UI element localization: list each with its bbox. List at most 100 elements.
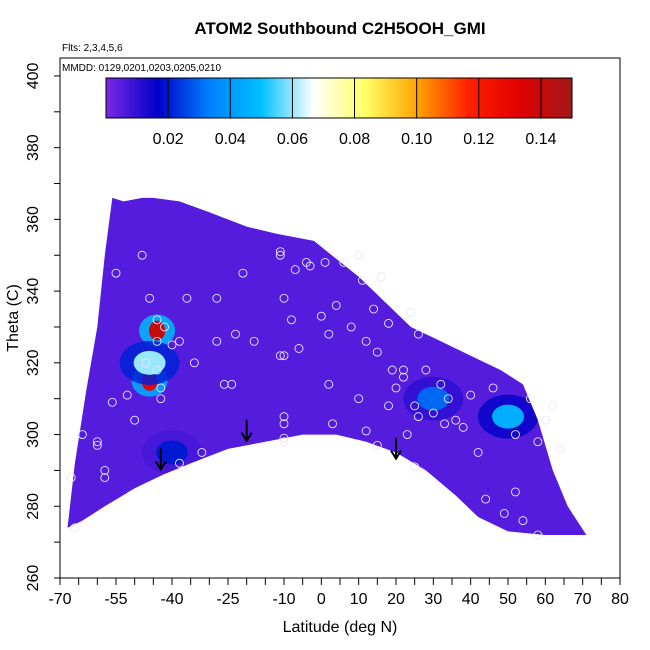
- observation-point: [320, 257, 330, 267]
- x-tick-label: 60: [536, 591, 554, 608]
- observation-point: [473, 448, 483, 457]
- observation-point: [533, 437, 543, 447]
- x-tick-label: 70: [574, 591, 592, 608]
- y-axis-label: Theta (C): [5, 284, 22, 352]
- observation-point: [160, 322, 169, 332]
- y-tick-label: 260: [25, 565, 42, 592]
- observation-point: [189, 358, 199, 368]
- observation-point: [66, 473, 76, 483]
- observation-point: [175, 336, 184, 346]
- observation-point: [294, 344, 304, 353]
- x-tick-label: -70: [48, 591, 71, 608]
- observation-point: [413, 412, 423, 422]
- x-tick-label: 30: [424, 591, 442, 608]
- observation-point: [156, 394, 166, 404]
- y-tick-label: 380: [25, 134, 42, 161]
- x-tick-label: 50: [499, 591, 517, 608]
- observation-point: [279, 437, 289, 447]
- observation-point: [331, 300, 341, 310]
- observation-point: [279, 293, 289, 303]
- y-tick-label: 300: [25, 421, 42, 448]
- field-feature: [492, 404, 524, 429]
- x-tick-label: -25: [216, 591, 239, 608]
- x-axis-label: Latitude (deg N): [283, 619, 398, 636]
- y-axis: 260 280 300 320 340 360 380 400: [25, 62, 60, 591]
- observation-point: [100, 465, 110, 475]
- observation-point: [372, 440, 382, 450]
- observation-point: [346, 322, 356, 332]
- observation-point: [77, 430, 87, 440]
- observation-point: [279, 433, 289, 443]
- observation-point: [361, 336, 371, 346]
- flights-note: Flts: 2,3,4,5,6: [62, 43, 123, 54]
- colorbar: 0.02 0.04 0.06 0.08 0.10 0.12 0.14: [105, 77, 573, 148]
- observation-point: [548, 401, 558, 411]
- observation-point: [275, 351, 285, 361]
- tropopause-arrow: [154, 448, 167, 472]
- observation-point: [145, 293, 155, 303]
- observation-point: [111, 268, 121, 278]
- observation-point: [324, 329, 334, 339]
- y-tick-label: 340: [25, 278, 42, 305]
- x-tick-label: 20: [387, 591, 405, 608]
- observation-point: [391, 383, 401, 393]
- observation-point: [402, 430, 412, 440]
- observation-point: [384, 318, 393, 328]
- colorbar-tick-label: 0.08: [339, 131, 370, 148]
- observation-point: [175, 458, 184, 468]
- observation-point: [399, 372, 408, 382]
- observation-point: [279, 351, 289, 361]
- y-tick-label: 400: [25, 62, 42, 89]
- observation-point: [354, 250, 364, 260]
- observation-point: [156, 383, 166, 393]
- observation-point: [361, 426, 371, 436]
- observation-point: [518, 516, 528, 526]
- observation-points: [66, 247, 565, 540]
- observation-point: [107, 397, 117, 407]
- colorbar-tick-label: 0.12: [463, 131, 494, 148]
- observation-point: [137, 250, 147, 260]
- x-axis: -70 -55 -40 -25 -10 0 10 20 30 40 50 60 70 80: [48, 578, 629, 608]
- colorbar-tick-label: 0.04: [215, 131, 246, 148]
- x-tick-label: 40: [462, 591, 480, 608]
- observation-point: [384, 401, 393, 411]
- observation-point: [354, 394, 364, 404]
- dates-note: MMDD: 0129,0201,0203,0205,0210: [62, 63, 221, 74]
- observation-point: [488, 383, 498, 393]
- x-tick-label: 80: [611, 591, 629, 608]
- tropopause-arrow: [240, 419, 253, 443]
- x-tick-label: 0: [317, 591, 326, 608]
- observation-point: [324, 379, 334, 389]
- observation-point: [369, 304, 379, 314]
- observation-point: [481, 494, 491, 504]
- observation-point: [279, 419, 289, 429]
- observation-point: [212, 336, 222, 346]
- observation-point: [339, 257, 349, 267]
- observation-point: [410, 462, 420, 472]
- colorbar-tick-label: 0.14: [525, 131, 556, 148]
- chart-title: ATOM2 Southbound C2H5OOH_GMI: [194, 19, 485, 38]
- observation-point: [555, 444, 565, 454]
- observation-point: [290, 265, 300, 275]
- observation-point: [410, 401, 420, 411]
- observation-point: [466, 390, 476, 400]
- tropopause-arrow: [390, 437, 402, 461]
- colorbar-tick-label: 0.10: [401, 131, 432, 148]
- observation-point: [249, 336, 259, 346]
- observation-point: [372, 347, 382, 357]
- y-tick-label: 280: [25, 493, 42, 520]
- field-feature: [417, 386, 450, 411]
- observation-point: [212, 293, 222, 303]
- observation-point: [428, 408, 438, 418]
- observation-point: [279, 412, 289, 422]
- x-tick-label: 10: [350, 591, 368, 608]
- colorbar-gradient: [105, 77, 573, 119]
- y-tick-label: 320: [25, 349, 42, 376]
- observation-point: [440, 419, 449, 429]
- observation-point: [436, 379, 446, 389]
- observation-point: [122, 390, 132, 400]
- observation-point: [540, 415, 550, 425]
- x-tick-label: -10: [272, 591, 295, 608]
- x-tick-label: -40: [160, 591, 183, 608]
- observation-point: [406, 308, 416, 318]
